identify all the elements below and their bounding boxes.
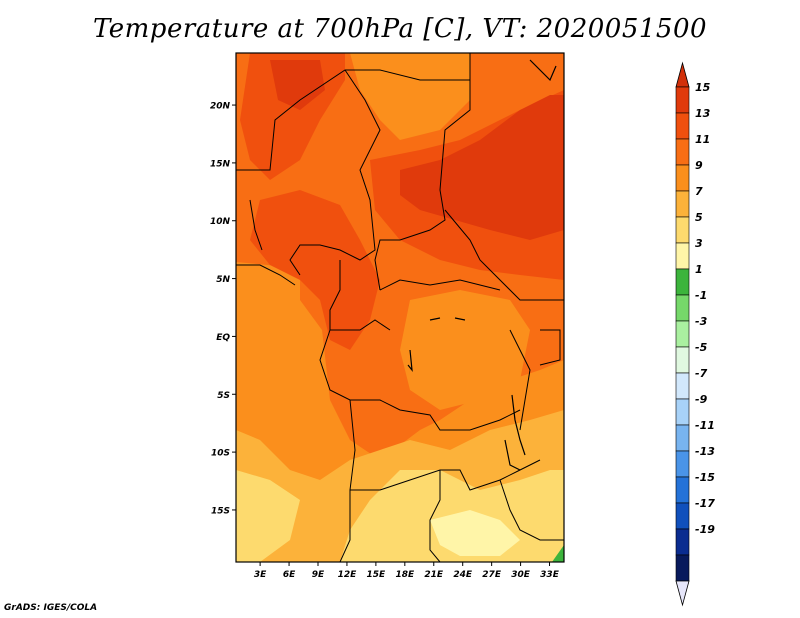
- colorbar-label: -11: [695, 419, 715, 432]
- colorbar-swatch: [675, 476, 690, 504]
- colorbar-label: -5: [695, 341, 708, 354]
- grads-credit: GrADS: IGES/COLA: [4, 603, 98, 613]
- lon-tick-label: 30E: [511, 570, 531, 580]
- lon-tick-label: 33E: [540, 570, 560, 580]
- colorbar-swatch: [675, 294, 690, 322]
- lon-tick-label: 24E: [453, 570, 473, 580]
- lon-tick-label: 6E: [283, 570, 296, 580]
- colorbar-label: -13: [695, 445, 715, 458]
- colorbar-swatch: [675, 450, 690, 478]
- colorbar-label: 15: [695, 81, 711, 94]
- colorbar-label: 11: [695, 133, 710, 146]
- colorbar-swatch: [675, 554, 690, 582]
- colorbar-swatch: [675, 86, 690, 114]
- lon-tick-label: 9E: [312, 570, 325, 580]
- colorbar-label: 13: [695, 107, 711, 120]
- colorbar-swatch: [675, 164, 690, 192]
- colorbar-swatch: [675, 138, 690, 166]
- colorbar-label: -19: [695, 523, 715, 536]
- colorbar-swatch: [675, 398, 690, 426]
- lat-tick-label: 20N: [210, 102, 231, 112]
- lat-tick-label: 5S: [217, 391, 230, 401]
- country-borders: [236, 53, 564, 562]
- colorbar-label: -9: [695, 393, 708, 406]
- colorbar-label: -3: [695, 315, 708, 328]
- colorbar-swatch: [675, 528, 690, 556]
- field-t3-pocket: [430, 510, 520, 556]
- lon-tick-label: 12E: [338, 570, 358, 580]
- lat-tick-label: 10S: [211, 449, 230, 459]
- field-t15-northwest: [270, 60, 325, 110]
- page-title: Temperature at 700hPa [C], VT: 202005150…: [92, 14, 708, 44]
- colorbar-label: 9: [695, 159, 703, 172]
- colorbar-swatch: [675, 216, 690, 244]
- lon-tick-label: 15E: [367, 570, 387, 580]
- lon-tick-label: 27E: [482, 570, 502, 580]
- lat-tick-label: 15N: [210, 159, 231, 169]
- map-frame: [235, 52, 565, 563]
- colorbar-swatch: [675, 424, 690, 452]
- lon-tick-label: 21E: [424, 570, 444, 580]
- field-t5-southwest: [236, 470, 300, 562]
- colorbar: 15 13 11 9 7 5 3 1 -1 -3 -5 -7 -9 -11 -13 -15 -17 -19: [675, 61, 715, 607]
- colorbar-bottom-arrow: [675, 580, 690, 607]
- lat-tick-label: 5N: [216, 275, 230, 285]
- field-green-corner: [552, 545, 564, 562]
- colorbar-swatch: [675, 190, 690, 218]
- colorbar-label: -7: [695, 367, 708, 380]
- colorbar-top-arrow: [675, 61, 690, 88]
- colorbar-label: -15: [695, 471, 715, 484]
- colorbar-swatch: [675, 268, 690, 296]
- lat-tick-label: EQ: [216, 333, 230, 343]
- colorbar-label: 5: [695, 211, 703, 224]
- field-t9-north: [350, 53, 470, 140]
- colorbar-label: 7: [695, 185, 703, 198]
- temperature-field: [236, 53, 564, 562]
- coastlines: [407, 59, 557, 471]
- colorbar-label: -1: [695, 289, 707, 302]
- colorbar-swatch: [675, 372, 690, 400]
- lat-tick-label: 10N: [210, 217, 231, 227]
- latitude-axis: 20N 15N 10N 5N EQ 5S 10S 15S: [210, 102, 236, 516]
- field-t13-central-west: [250, 190, 380, 350]
- colorbar-label: 3: [695, 237, 703, 250]
- colorbar-swatch: [675, 242, 690, 270]
- lon-tick-label: 3E: [254, 570, 267, 580]
- colorbar-label: 1: [695, 263, 703, 276]
- lat-tick-label: 15S: [211, 506, 230, 516]
- colorbar-swatch: [675, 502, 690, 530]
- colorbar-swatch: [675, 320, 690, 348]
- colorbar-label: -17: [695, 497, 715, 510]
- longitude-axis: 3E 6E 9E 12E 15E 18E 21E 24E 27E 30E 33E: [254, 562, 560, 580]
- field-t15-core: [400, 95, 564, 240]
- lon-tick-label: 18E: [395, 570, 415, 580]
- colorbar-swatch: [675, 112, 690, 140]
- colorbar-swatch: [675, 346, 690, 374]
